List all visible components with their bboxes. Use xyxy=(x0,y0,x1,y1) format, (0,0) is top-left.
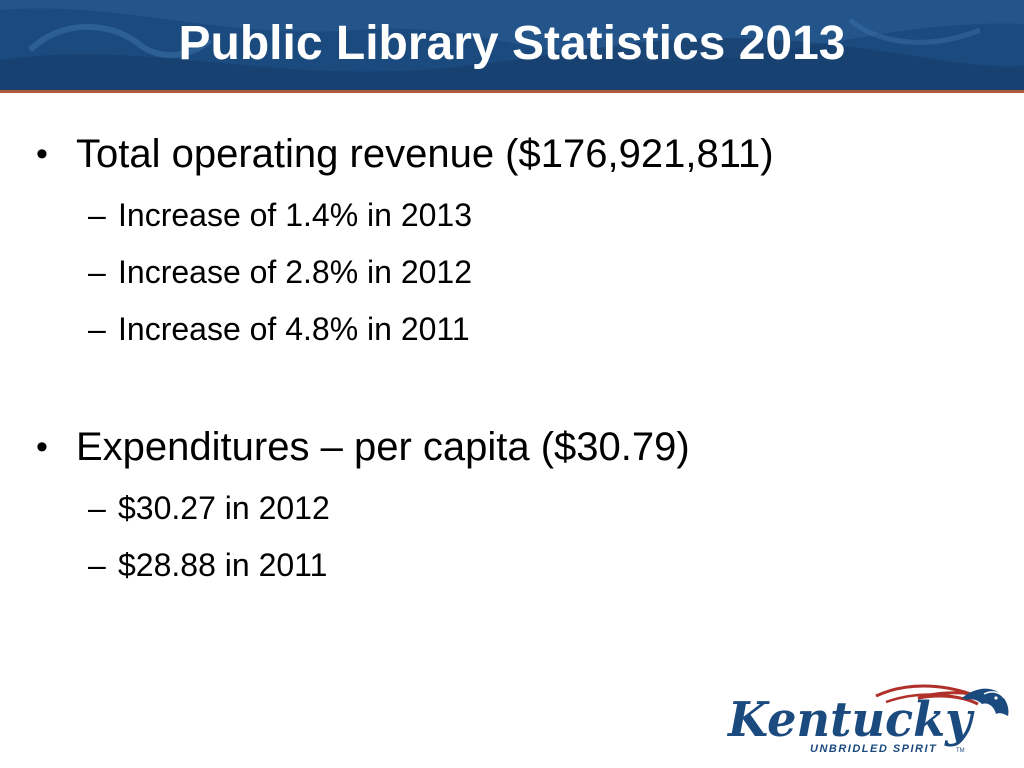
dash-icon: – xyxy=(88,547,106,583)
header-swirl-decoration xyxy=(0,0,1024,90)
bullet-item: • Total operating revenue ($176,921,811) xyxy=(32,130,992,178)
dash-icon: – xyxy=(88,197,106,233)
logo-wordmark: Kentucky xyxy=(726,692,975,748)
sub-bullet-item: – $28.88 in 2011 xyxy=(32,545,992,585)
sub-bullet-item: – Increase of 4.8% in 2011 xyxy=(32,309,992,349)
bullet-text-expenditures: Expenditures – per capita ($30.79) xyxy=(76,425,690,469)
sub-bullet-text: $28.88 in 2011 xyxy=(118,547,328,583)
header-divider xyxy=(0,90,1024,93)
logo-trademark: TM xyxy=(956,748,965,754)
title-bar: Public Library Statistics 2013 xyxy=(0,0,1024,90)
bullet-group-revenue: • Total operating revenue ($176,921,811)… xyxy=(32,130,992,349)
kentucky-logo: Kentucky UNBRIDLED SPIRIT TM xyxy=(726,684,1009,755)
bullet-item: • Expenditures – per capita ($30.79) xyxy=(32,423,992,471)
slide-title: Public Library Statistics 2013 xyxy=(178,17,846,70)
sub-bullet-item: – Increase of 1.4% in 2013 xyxy=(32,195,992,235)
sub-bullet-text: $30.27 in 2012 xyxy=(118,490,330,526)
sub-bullet-text: Increase of 2.8% in 2012 xyxy=(118,254,473,290)
sub-bullet-text: Increase of 1.4% in 2013 xyxy=(118,197,473,233)
dash-icon: – xyxy=(88,311,106,347)
bullet-text-revenue: Total operating revenue ($176,921,811) xyxy=(76,132,774,176)
sub-bullet-text: Increase of 4.8% in 2011 xyxy=(118,311,470,347)
bullet-icon: • xyxy=(36,428,48,466)
dash-icon: – xyxy=(88,254,106,290)
horse-icon xyxy=(875,684,1009,716)
logo-tagline: UNBRIDLED SPIRIT xyxy=(810,743,937,755)
slide-body: • Total operating revenue ($176,921,811)… xyxy=(32,130,992,585)
sub-bullet-item: – $30.27 in 2012 xyxy=(32,488,992,528)
sub-bullet-item: – Increase of 2.8% in 2012 xyxy=(32,252,992,292)
dash-icon: – xyxy=(88,490,106,526)
bullet-icon: • xyxy=(36,135,48,173)
bullet-group-expenditures: • Expenditures – per capita ($30.79) – $… xyxy=(32,423,992,585)
